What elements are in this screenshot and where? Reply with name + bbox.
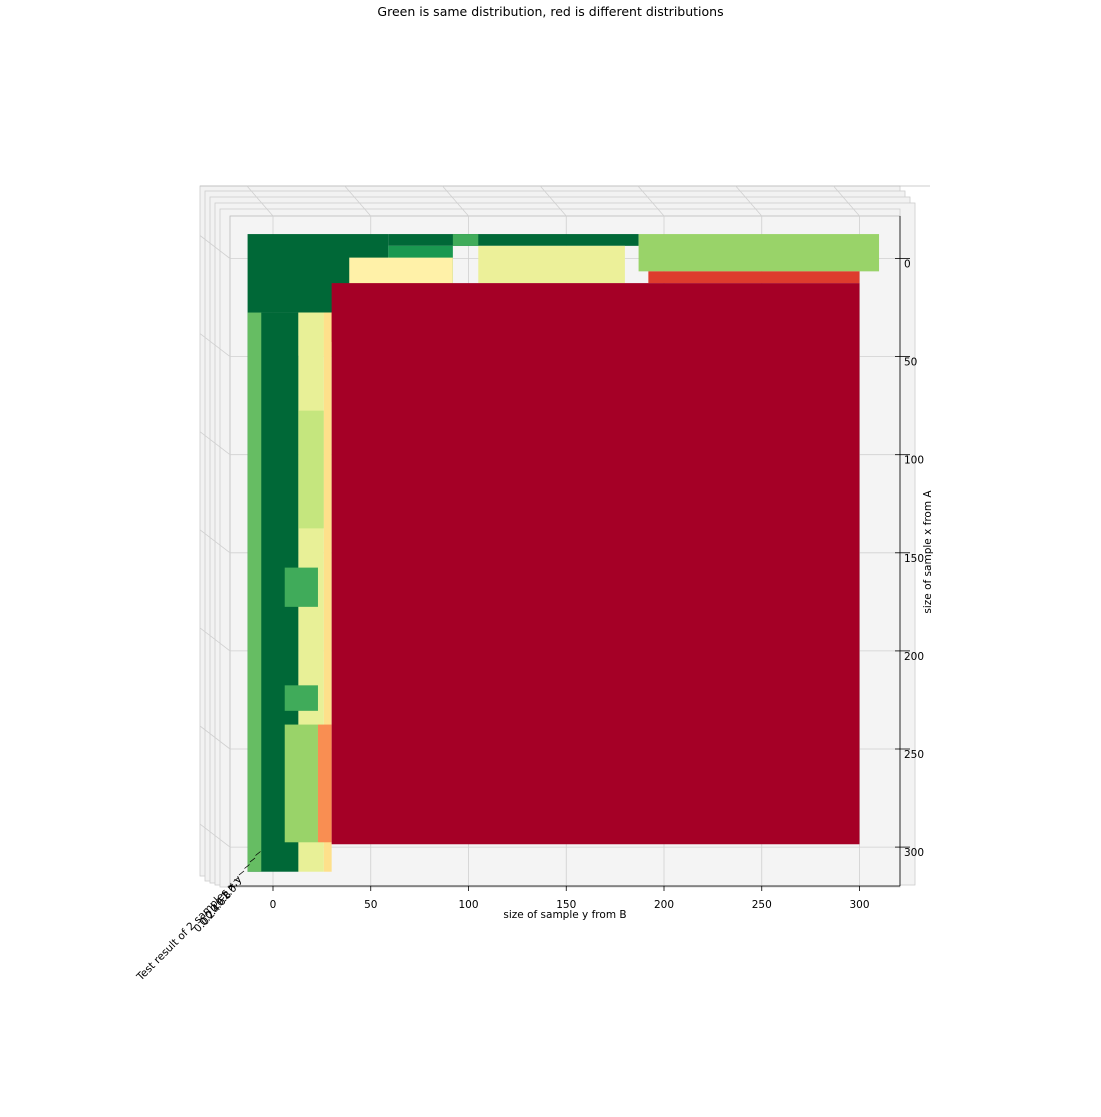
x-tick-label: 300 <box>849 899 869 911</box>
surface-cell <box>323 312 332 872</box>
x-gridline-wall <box>344 185 372 217</box>
surface-cell <box>452 234 479 246</box>
surface-cell <box>247 312 262 872</box>
z-tick-mark <box>233 877 239 882</box>
y-gridline-wall <box>199 823 231 848</box>
surface-cell <box>284 724 318 843</box>
y-gridline-wall <box>199 627 231 652</box>
y-gridline-wall <box>199 529 231 554</box>
y-tick-label: 100 <box>904 455 924 467</box>
surface-cell <box>317 724 332 843</box>
x-tick-label: 0 <box>270 899 277 911</box>
x-tick-label: 100 <box>458 899 478 911</box>
y-tick-label: 250 <box>904 749 924 761</box>
y-tick-label: 0 <box>904 259 911 271</box>
surface-cell <box>388 234 639 246</box>
y-tick-label: 200 <box>904 651 924 663</box>
y-axis-label: size of sample x from A <box>922 490 934 614</box>
surface-cell <box>284 685 318 711</box>
y-tick-label: 300 <box>904 847 924 859</box>
x-gridline-wall <box>442 185 469 217</box>
surface-cell <box>478 245 625 284</box>
surface-cell <box>298 410 324 529</box>
y-gridline-wall <box>199 235 231 259</box>
y-gridline-wall <box>199 333 231 357</box>
y-gridline-wall <box>199 431 231 456</box>
surface-cell <box>648 271 860 284</box>
z-tick-mark <box>227 883 234 889</box>
x-gridline-wall <box>246 185 274 217</box>
z-tick-mark <box>244 864 250 869</box>
axes <box>230 216 901 887</box>
x-tick-label: 50 <box>364 899 377 911</box>
surface-cell <box>638 234 880 272</box>
surface-cell <box>284 567 318 607</box>
x-gridline-wall <box>735 185 763 217</box>
chart-title: Green is same distribution, red is diffe… <box>377 4 724 19</box>
z-tick-mark <box>238 870 245 876</box>
x-gridline-wall <box>539 185 567 217</box>
y-gridline-wall <box>199 725 231 750</box>
z-tick-mark <box>249 857 256 863</box>
surface-cell <box>331 283 860 845</box>
z-tick-mark <box>255 851 261 856</box>
x-gridline-wall <box>637 185 665 217</box>
surface-cells <box>247 234 880 872</box>
x-tick-label: 150 <box>556 899 576 911</box>
z-axis-label: Test result of 2 samples x,y <box>134 873 245 984</box>
y-tick-label: 50 <box>904 357 917 369</box>
tick-labels: 0 50 100 150 200 250 3000501001502002503000.00… <box>192 258 924 935</box>
x-gridline-wall <box>833 185 860 217</box>
x-axis-label: size of sample y from B <box>503 909 626 921</box>
y-tick-label: 150 <box>904 553 924 565</box>
x-tick-label: 200 <box>654 899 674 911</box>
x-tick-label: 250 <box>752 899 772 911</box>
